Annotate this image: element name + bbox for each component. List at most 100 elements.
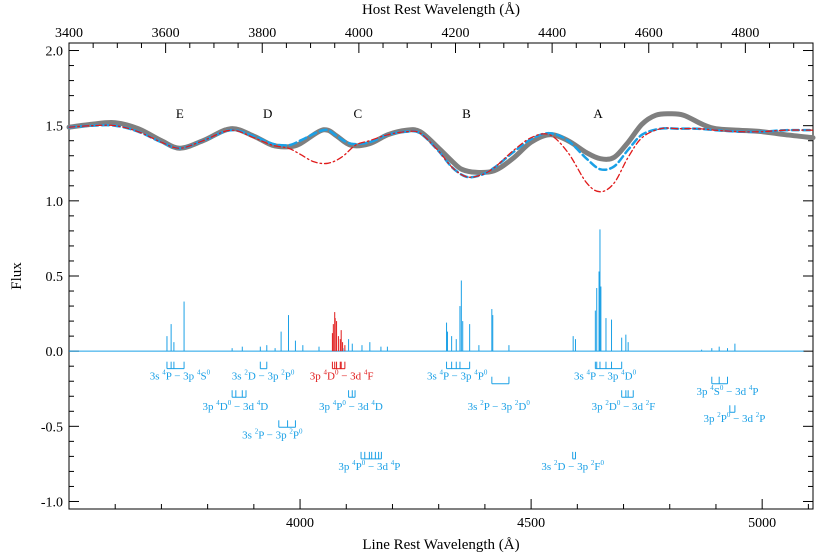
multiplet-label-part: P	[293, 429, 299, 441]
x-top-tick-label: 4600	[635, 26, 663, 41]
feature-label: A	[593, 106, 603, 121]
multiplet-label-part: 0	[600, 459, 604, 467]
y-tick-label: 0.5	[46, 270, 64, 285]
multiplet-label-part: 2	[281, 369, 285, 377]
multiplet-label-part: 4	[257, 399, 261, 407]
multiplet-label-part: 3s	[468, 401, 481, 413]
multiplet-label-part: D	[625, 371, 633, 383]
multiplet-label-part: 4	[440, 369, 444, 377]
multiplet-label-part: F	[594, 461, 600, 473]
multiplet-label-part: F	[649, 401, 655, 413]
y-tick-label: -1.0	[41, 495, 63, 510]
x-axis-label-bottom: Line Rest Wavelength (Å)	[362, 537, 519, 553]
multiplet-label-part: 2	[289, 427, 293, 435]
feature-label: E	[176, 106, 184, 121]
multiplet-label-part: 0	[727, 411, 731, 419]
multiplet-label: 3p 4D0 − 3d 4D	[203, 399, 269, 413]
multiplet-label-part: D	[518, 401, 526, 413]
multiplet-label-part: 2	[244, 369, 248, 377]
multiplet-label-part: 4	[621, 369, 625, 377]
multiplet-label-part: 3s	[232, 371, 245, 383]
multiplet-label-part: 3s	[427, 371, 440, 383]
multiplet-label: 3s 4P − 3p 4D0	[574, 369, 637, 383]
multiplet-label-part: P − 3p	[484, 401, 515, 413]
multiplet-label: 3s 2P − 3p 2P0	[242, 427, 303, 441]
multiplet-label-part: 3p	[338, 461, 352, 473]
multiplet-label-part: 3s	[150, 371, 163, 383]
multiplet-label-part: 2	[554, 459, 558, 467]
x-axis-label-top: Host Rest Wavelength (Å)	[362, 2, 520, 18]
multiplet-group: 3p 4D0 − 3d 4F	[310, 361, 374, 383]
model-dashdot-line	[68, 124, 814, 193]
multiplet-group: 3p 2P0 − 3d 2P	[703, 405, 765, 425]
multiplet-label-part: 3p	[697, 386, 711, 398]
multiplet-label-part: 0	[342, 399, 346, 407]
multiplet-label: 3p 4P0 − 3d 4D	[319, 399, 383, 413]
observed-spectrum-line	[66, 111, 816, 175]
y-tick-label: -0.5	[41, 420, 63, 435]
multiplet-group: 3s 4P − 3p 4D0	[574, 361, 637, 383]
multiplet-label-part: P − 3p	[166, 371, 197, 383]
multiplet-label-part: 4	[216, 399, 220, 407]
x-top-tick-label: 3600	[152, 26, 180, 41]
multiplet-group: 3s 2D − 3p 2F0	[541, 451, 604, 473]
y-tick-label: 2.0	[46, 45, 64, 60]
multiplet-label: 3p 2P0 − 3d 2P	[703, 411, 765, 425]
multiplet-label-part: P	[721, 413, 727, 425]
multiplet-label-part: P	[759, 413, 765, 425]
multiplet-group: 3p 4S0 − 3d 4P	[697, 376, 758, 398]
multiplet-label-part: P	[285, 371, 291, 383]
multiplet-label-part: 0	[526, 399, 530, 407]
multiplet-label-part: 0	[362, 459, 366, 467]
multiplet-label-part: − 3d	[365, 461, 390, 473]
multiplet-label-part: 3p	[310, 371, 324, 383]
feature-label: B	[462, 106, 471, 121]
multiplet-label-part: 4	[323, 369, 327, 377]
x-top-tick-label: 4200	[441, 26, 469, 41]
multiplet-label-part: P	[336, 401, 342, 413]
multiplet-group: 3p 2D0 − 3d 2F	[592, 390, 655, 413]
multiplet-label-part: 2	[591, 459, 595, 467]
multiplet-label-part: 2	[605, 399, 609, 407]
multiplet-label: 3p 4P0 − 3d 4P	[338, 459, 400, 473]
multiplet-label-part: 4	[333, 399, 337, 407]
multiplet-label-part: 0	[299, 427, 303, 435]
multiplet-label-part: 4	[162, 369, 166, 377]
multiplet-label-part: 4	[749, 384, 753, 392]
multiplet-label: 3s 2P − 3p 2D0	[468, 399, 531, 413]
multiplet-markers: 3s 4P − 3p 4S0 3s 2D − 3p 2P0 3p 4D0 − 3d …	[150, 361, 765, 473]
multiplet-label-part: 4	[587, 369, 591, 377]
multiplet-label-part: F	[367, 371, 373, 383]
multiplet-label-part: 4	[710, 384, 714, 392]
multiplet-label-part: D − 3p	[557, 461, 590, 473]
multiplet-label-part: P − 3p	[590, 371, 621, 383]
multiplet-label-part: P	[752, 386, 758, 398]
multiplet-label-part: 3p	[203, 401, 217, 413]
multiplet-label-part: 3s	[541, 461, 554, 473]
multiplet-label-part: − 3d	[338, 371, 363, 383]
multiplet-label-part: 0	[207, 369, 211, 377]
multiplet-group: 3s 2D − 3p 2P0	[232, 361, 295, 383]
multiplet-label-part: 0	[633, 369, 637, 377]
multiplet-label-part: 0	[291, 369, 295, 377]
feature-label: C	[353, 106, 362, 121]
multiplet-label: 3s 2D − 3p 2F0	[541, 459, 604, 473]
multiplet-label-part: 4	[474, 369, 478, 377]
multiplet-label-part: D	[327, 371, 335, 383]
multiplet-label: 3s 2D − 3p 2P0	[232, 369, 295, 383]
multiplet-label-part: P	[356, 461, 362, 473]
multiplet-label-part: − 3d	[346, 401, 371, 413]
multiplet-label-part: P − 3p	[258, 429, 289, 441]
y-axis-label: Flux	[9, 262, 25, 290]
multiplet-group: 3p 4P0 − 3d 4D	[319, 390, 383, 413]
x-top-tick-label: 3400	[55, 26, 83, 41]
x-tick-label: 4500	[517, 516, 545, 531]
multiplet-label-part: 4	[197, 369, 201, 377]
multiplet-label-part: S	[200, 371, 206, 383]
multiplet-group: 3s 2P − 3p 2D0	[468, 376, 531, 413]
multiplet-label-part: 2	[717, 411, 721, 419]
multiplet-group: 3s 4P − 3p 4S0	[150, 361, 211, 383]
multiplet-label-part: 0	[484, 369, 488, 377]
